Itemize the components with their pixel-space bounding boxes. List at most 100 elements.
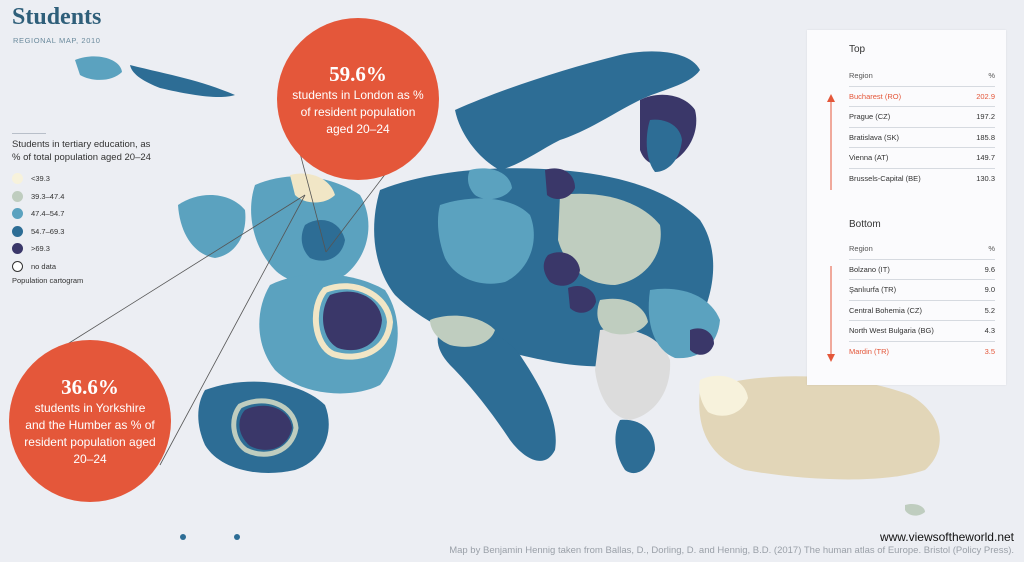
legend-items: <39.3 39.3–47.4 47.4–54.7 54.7–69.3 >69.… bbox=[12, 170, 152, 275]
column-percent: % bbox=[988, 71, 995, 81]
yorkshire-callout-text: students in Yorkshire and the Humber as … bbox=[24, 401, 156, 466]
legend-label: 39.3–47.4 bbox=[31, 191, 65, 201]
top-table: Region % Bucharest (RO) 202.9 Prague (CZ… bbox=[849, 66, 995, 188]
column-region: Region bbox=[849, 244, 873, 254]
london-region bbox=[301, 220, 345, 261]
ranking-panel: Top Region % Bucharest (RO) 202.9 Prague… bbox=[807, 30, 1006, 385]
table-row: Central Bohemia (CZ) 5.2 bbox=[849, 301, 995, 321]
balkans-region bbox=[595, 328, 671, 420]
row-value: 9.6 bbox=[984, 264, 995, 274]
yorkshire-callout-value: 36.6% bbox=[61, 375, 119, 399]
table-row: Bolzano (IT) 9.6 bbox=[849, 260, 995, 280]
website-credit: www.viewsoftheworld.net bbox=[879, 530, 1014, 544]
scotland-region bbox=[290, 173, 335, 203]
legend-item: <39.3 bbox=[12, 170, 152, 188]
table-row: Bucharest (RO) 202.9 bbox=[849, 87, 995, 107]
stockholm-region bbox=[545, 168, 575, 200]
legend-label: >69.3 bbox=[31, 244, 50, 254]
greece-region bbox=[615, 419, 655, 474]
bottom-table: Region % Bolzano (IT) 9.6 Şanlıurfa (TR)… bbox=[849, 239, 995, 361]
legend-swatch bbox=[12, 225, 23, 237]
legend-label: 47.4–54.7 bbox=[31, 209, 65, 219]
row-region: Mardin (TR) bbox=[849, 346, 890, 356]
turkey-region bbox=[699, 376, 940, 480]
paris-region bbox=[323, 291, 382, 351]
row-region: Central Bohemia (CZ) bbox=[849, 305, 922, 315]
table-row: Bratislava (SK) 185.8 bbox=[849, 128, 995, 148]
row-value: 9.0 bbox=[984, 285, 995, 295]
norway-strip bbox=[130, 65, 235, 98]
legend-item: no data bbox=[12, 258, 152, 276]
table-header: Region % bbox=[849, 239, 995, 260]
italy-region bbox=[437, 326, 556, 461]
legend-rule bbox=[12, 133, 46, 134]
row-value: 185.8 bbox=[976, 132, 995, 142]
table-row: North West Bulgaria (BG) 4.3 bbox=[849, 321, 995, 342]
germany-region bbox=[437, 198, 534, 284]
madrid-ring bbox=[231, 398, 299, 457]
ireland-region bbox=[178, 194, 246, 258]
legend-swatch bbox=[12, 173, 23, 185]
paris-ring bbox=[312, 283, 394, 360]
column-percent: % bbox=[988, 244, 995, 254]
prague-region bbox=[543, 252, 580, 286]
italy-north-region bbox=[430, 315, 495, 347]
row-value: 130.3 bbox=[976, 173, 995, 183]
legend-item: 54.7–69.3 bbox=[12, 223, 152, 241]
row-region: Vienna (AT) bbox=[849, 153, 889, 163]
yorkshire-leader-line bbox=[49, 194, 306, 356]
vienna-region bbox=[568, 285, 596, 313]
hungary-region bbox=[597, 298, 648, 335]
row-region: North West Bulgaria (BG) bbox=[849, 326, 934, 336]
row-region: Prague (CZ) bbox=[849, 112, 891, 122]
bottom-section-title: Bottom bbox=[849, 219, 881, 230]
table-row: Vienna (AT) 149.7 bbox=[849, 148, 995, 169]
denmark-region bbox=[467, 168, 512, 200]
cyprus-region bbox=[905, 503, 925, 516]
bucharest-region bbox=[690, 328, 714, 355]
london-callout-text: students in London as % of resident popu… bbox=[292, 87, 424, 136]
row-region: Bucharest (RO) bbox=[849, 91, 902, 101]
legend-item: >69.3 bbox=[12, 240, 152, 258]
london-callout: 59.6% students in London as % of residen… bbox=[277, 18, 439, 180]
row-region: Şanlıurfa (TR) bbox=[849, 285, 897, 295]
iceland-region bbox=[75, 56, 122, 80]
column-region: Region bbox=[849, 71, 873, 81]
legend-swatch-no-data bbox=[12, 260, 23, 272]
scandinavia-region bbox=[455, 51, 700, 171]
source-credit: Map by Benjamin Hennig taken from Ballas… bbox=[449, 545, 1014, 556]
table-row: Prague (CZ) 197.2 bbox=[849, 107, 995, 128]
legend-swatch bbox=[12, 243, 23, 255]
row-region: Bolzano (IT) bbox=[849, 264, 890, 274]
map-subtitle: REGIONAL MAP, 2010 bbox=[13, 36, 101, 45]
table-row: Şanlıurfa (TR) 9.0 bbox=[849, 280, 995, 301]
legend-item: 47.4–54.7 bbox=[12, 205, 152, 223]
map-title: Students bbox=[12, 4, 102, 30]
up-arrow-icon bbox=[827, 94, 835, 190]
table-row: Brussels-Capital (BE) 130.3 bbox=[849, 169, 995, 189]
island-mark bbox=[234, 534, 240, 540]
island-mark bbox=[180, 534, 186, 540]
row-value: 4.3 bbox=[984, 326, 995, 336]
row-region: Brussels-Capital (BE) bbox=[849, 173, 921, 183]
legend-label: 54.7–69.3 bbox=[31, 226, 65, 236]
legend-label: no data bbox=[31, 261, 57, 271]
down-arrow-icon bbox=[827, 266, 835, 362]
table-header: Region % bbox=[849, 66, 995, 87]
row-value: 202.9 bbox=[976, 91, 995, 101]
london-callout-value: 59.6% bbox=[329, 61, 387, 86]
yorkshire-leader-line bbox=[159, 194, 306, 466]
istanbul-region bbox=[699, 375, 748, 416]
row-value: 3.5 bbox=[984, 346, 995, 356]
legend-title: Students in tertiary education, as % of … bbox=[12, 139, 151, 163]
yorkshire-callout: 36.6% students in Yorkshire and the Humb… bbox=[9, 340, 171, 502]
legend-swatch bbox=[12, 208, 23, 220]
legend-label: <39.3 bbox=[31, 174, 50, 184]
legend-note: Population cartogram bbox=[12, 276, 84, 285]
madrid-region bbox=[239, 405, 292, 450]
row-value: 197.2 bbox=[976, 112, 995, 122]
poland-region bbox=[558, 193, 661, 285]
row-region: Bratislava (SK) bbox=[849, 132, 900, 142]
legend-item: 39.3–47.4 bbox=[12, 188, 152, 206]
